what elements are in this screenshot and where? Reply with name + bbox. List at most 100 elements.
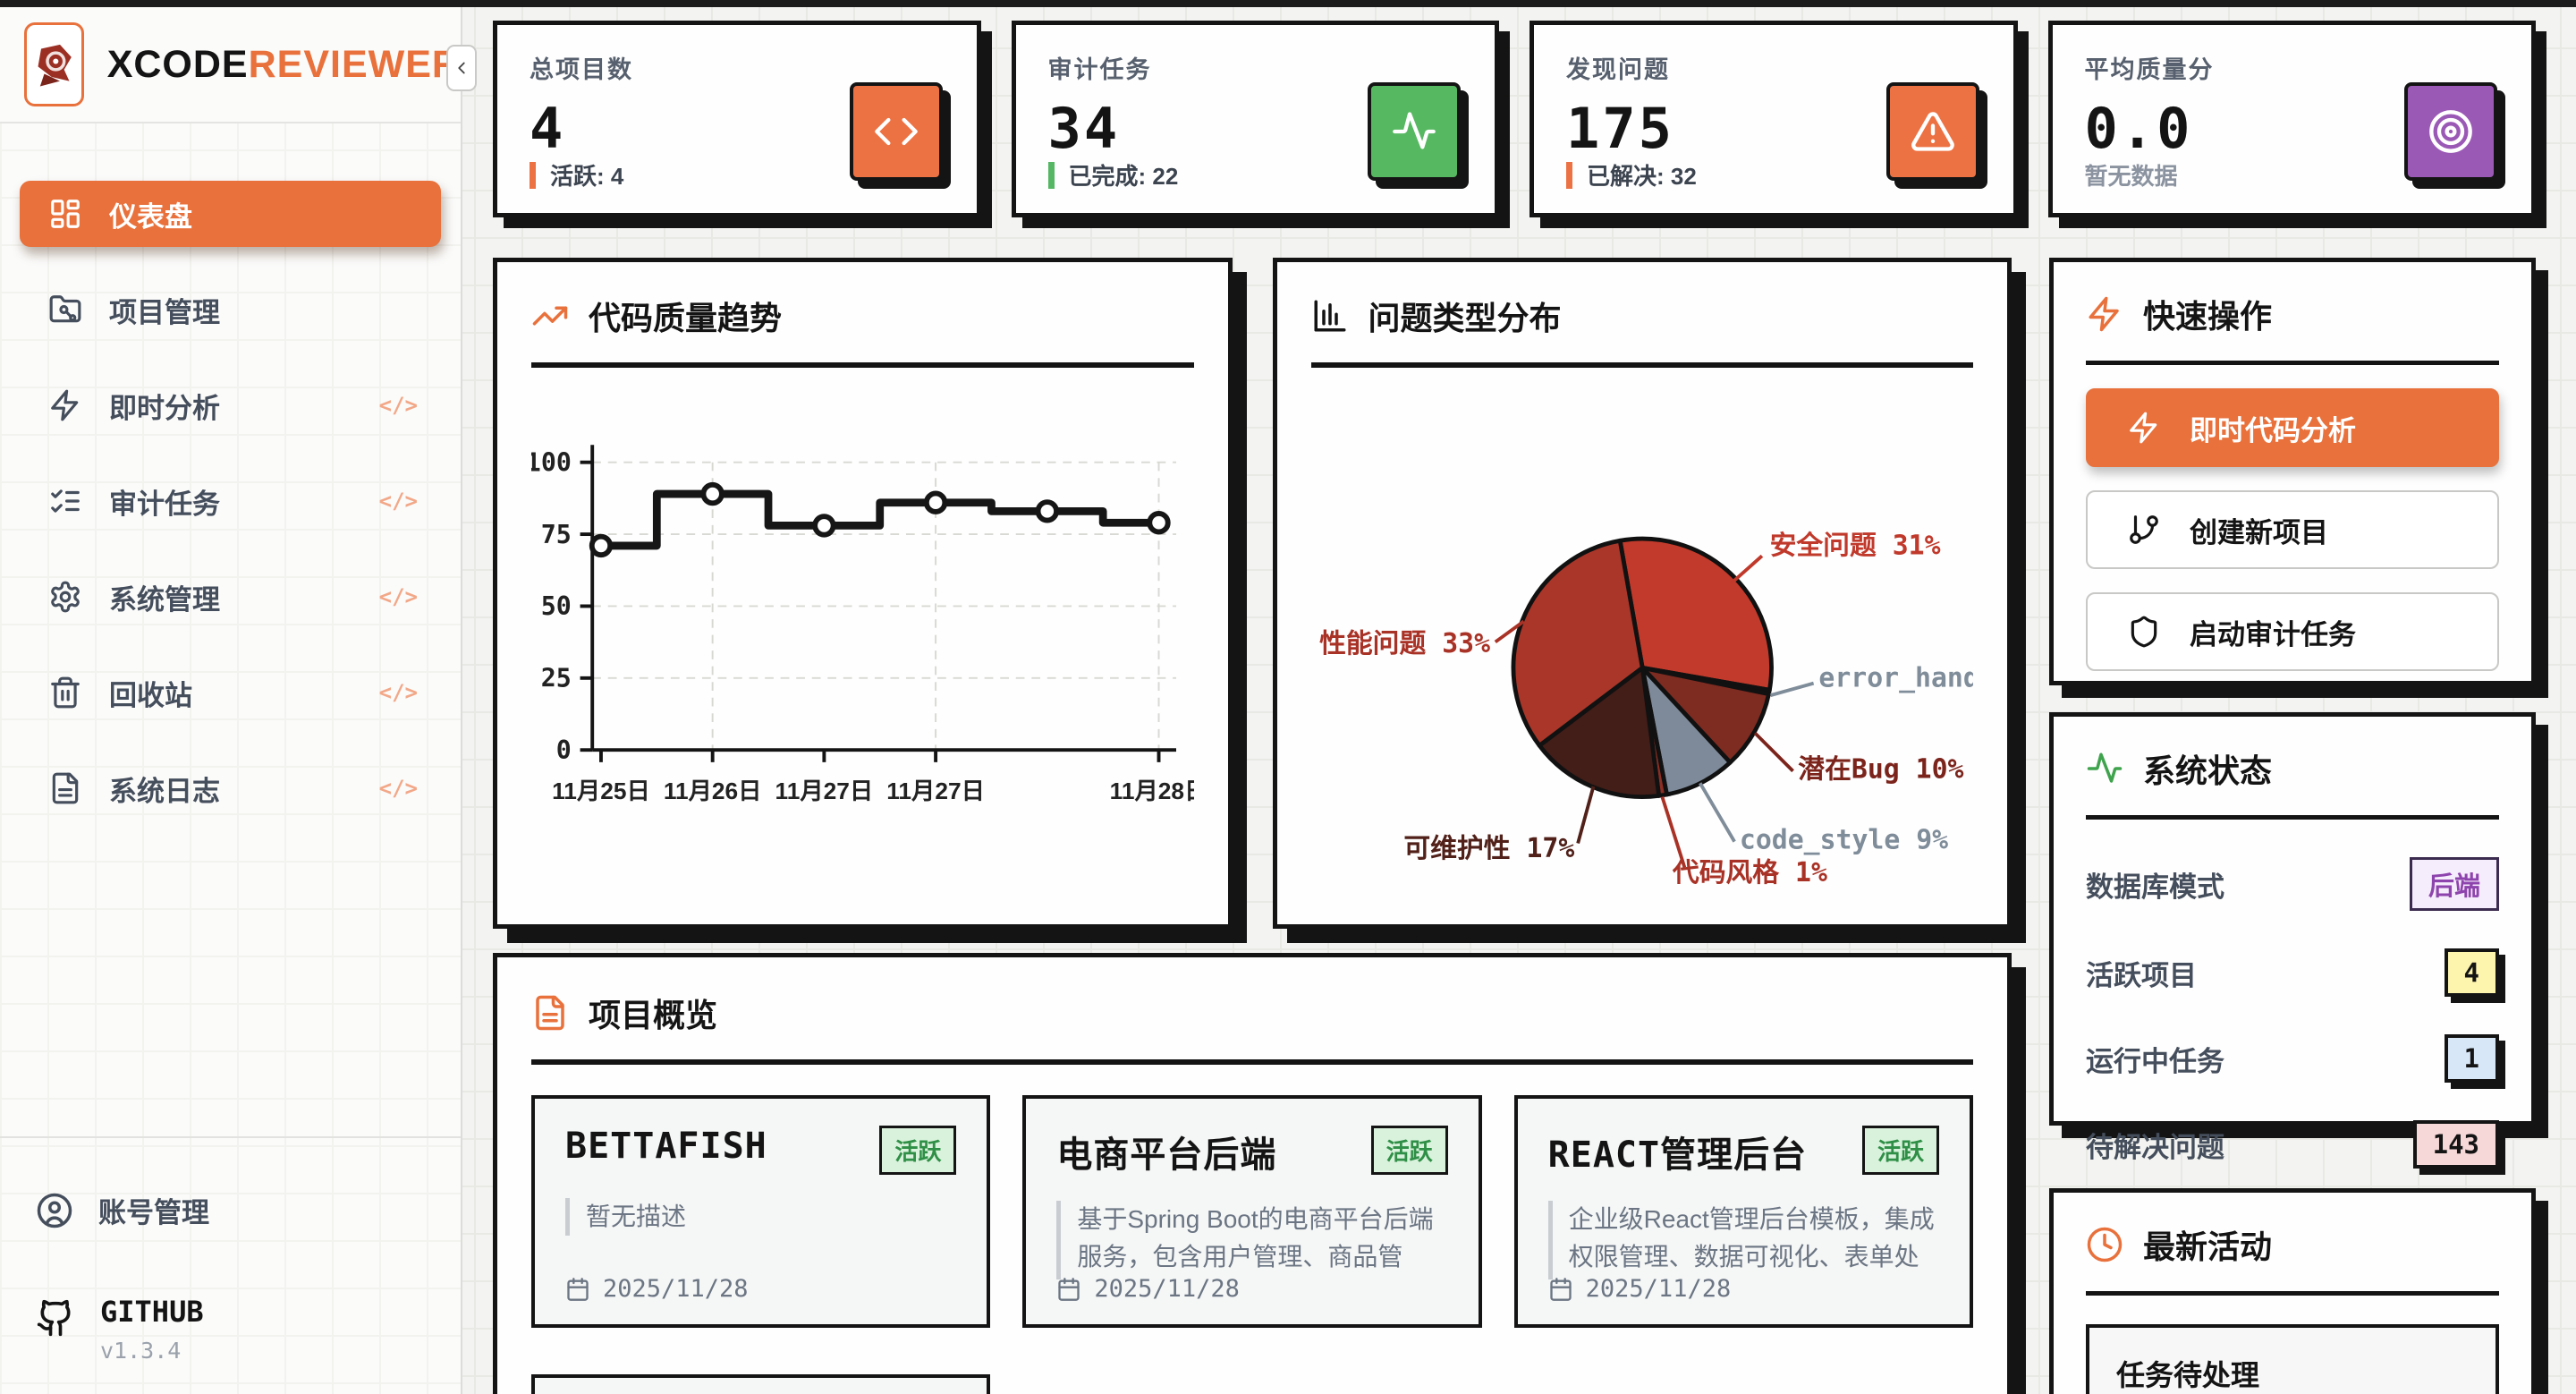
svg-text:11月25日: 11月25日	[552, 778, 650, 804]
project-date-text: 2025/11/28	[603, 1275, 749, 1303]
stat-footer-text: 活跃: 4	[550, 163, 624, 190]
status-row-database-mode: 数据库模式 后端	[2086, 857, 2499, 911]
project-date: 2025/11/28	[565, 1275, 749, 1303]
issue-distribution-chart: 安全问题 31% error_handling 潜在Bug 10% code_styl…	[1319, 530, 1973, 888]
stat-footer: 已解决: 32	[1566, 158, 1697, 191]
title-rule	[531, 1059, 1973, 1065]
projects-grid: BETTAFISH 活跃 暂无描述 2025/11/28 电商平台后端	[531, 1095, 1973, 1328]
pulse-icon	[1393, 112, 1436, 149]
status-badge: 活跃	[1861, 1126, 1939, 1175]
sidebar-item-label: 系统管理	[109, 583, 220, 616]
svg-text:100: 100	[531, 447, 572, 477]
clock-icon	[2087, 1227, 2123, 1262]
right-column: 快速操作 即时代码分析 创建新项目 启动审计任务	[2049, 258, 2536, 1394]
project-date-text: 2025/11/28	[1094, 1275, 1240, 1303]
project-date: 2025/11/28	[1548, 1275, 1732, 1303]
quality-trend-card: 代码质量趋势 0 25 50 75 100 11月25日 11月26日 11月27日 11月27…	[493, 258, 1233, 929]
left-column: 代码质量趋势 0 25 50 75 100 11月25日 11月26日 11月27日 11月27…	[493, 258, 2012, 1394]
recent-activity-panel: 最新活动 任务待处理 项目 "BettaFish"	[2049, 1188, 2536, 1394]
sidebar-item-audit-tasks[interactable]: 审计任务 </>	[20, 468, 441, 534]
status-row-active-projects: 活跃项目 4	[2086, 948, 2499, 997]
code-mark-decoration: </>	[378, 584, 418, 609]
account-label: 账号管理	[98, 1197, 209, 1228]
quality-trend-title: 代码质量趋势	[589, 300, 783, 336]
quality-trend-chart: 0 25 50 75 100 11月25日 11月26日 11月27日 11月27日 11月28日	[531, 445, 1194, 804]
project-description: 企业级React管理后台模板，集成权限管理、数据可视化、表单处理等功能	[1547, 1201, 1939, 1279]
sidebar-item-label: 审计任务	[109, 488, 220, 520]
sidebar-item-projects[interactable]: 项目管理	[20, 276, 441, 343]
stat-card-issues-found: 发现问题 175 已解决: 32	[1530, 21, 2018, 217]
github-icon	[37, 1299, 71, 1337]
footer-accent-bar	[1566, 161, 1572, 189]
sidebar-item-label: 回收站	[109, 679, 192, 711]
project-card-python-data[interactable]: PYTHON数据分析平台 活跃	[531, 1374, 991, 1394]
project-date-text: 2025/11/28	[1585, 1275, 1732, 1303]
system-status-panel: 系统状态 数据库模式 后端 活跃项目 4 运行中任务 1	[2049, 712, 2536, 1169]
sidebar-footer: 账号管理 GITHUB v1.3.4	[0, 1136, 461, 1364]
sidebar-item-system-admin[interactable]: 系统管理 </>	[20, 564, 441, 630]
svg-text:潜在Bug 10%: 潜在Bug 10%	[1798, 753, 1963, 785]
sidebar-item-label: 系统日志	[109, 775, 220, 807]
activity-icon	[2087, 752, 2123, 783]
app-logo	[24, 22, 84, 106]
title-rule	[531, 362, 1194, 368]
activity-item[interactable]: 任务待处理 项目 "BettaFish"	[2086, 1324, 2499, 1394]
stat-footer: 活跃: 4	[530, 158, 623, 191]
status-badge: 活跃	[1370, 1126, 1448, 1175]
calendar-icon	[567, 1277, 589, 1301]
stat-card-audit-tasks: 审计任务 34 已完成: 22	[1011, 21, 1499, 217]
sidebar-item-instant-analysis[interactable]: 即时分析 </>	[20, 372, 441, 438]
status-badge: 143	[2412, 1120, 2499, 1169]
project-card-head: REACT管理后台 活跃	[1548, 1126, 1939, 1177]
status-label: 运行中任务	[2086, 1045, 2224, 1077]
start-audit-task-button[interactable]: 启动审计任务	[2086, 592, 2499, 671]
sidebar-item-system-logs[interactable]: 系统日志 </>	[20, 755, 441, 821]
file-text-icon	[536, 995, 564, 1031]
stat-value: 175	[1566, 96, 1674, 161]
create-project-button[interactable]: 创建新项目	[2086, 490, 2499, 569]
instant-code-analysis-button[interactable]: 即时代码分析	[2086, 388, 2499, 467]
svg-text:可维护性 17%: 可维护性 17%	[1403, 833, 1574, 864]
project-name: BETTAFISH	[565, 1126, 767, 1167]
github-link[interactable]: GITHUB v1.3.4	[36, 1295, 461, 1364]
stat-footer-text: 暂无数据	[2084, 163, 2178, 190]
project-card-react-admin[interactable]: REACT管理后台 活跃 企业级React管理后台模板，集成权限管理、数据可视化…	[1513, 1095, 1973, 1328]
status-badge: 活跃	[879, 1126, 957, 1175]
stat-card-avg-quality: 平均质量分 0.0 暂无数据	[2047, 21, 2536, 217]
project-description: 基于Spring Boot的电商平台后端服务，包含用户管理、商品管理、订单处理…	[1056, 1201, 1447, 1279]
project-card-ecommerce-backend[interactable]: 电商平台后端 活跃 基于Spring Boot的电商平台后端服务，包含用户管理、…	[1022, 1095, 1482, 1328]
sidebar-item-dashboard[interactable]: 仪表盘	[20, 181, 441, 247]
calendar-icon	[1058, 1277, 1080, 1301]
sidebar-header: XCODEREVIEWER	[0, 7, 477, 123]
top-accent-bar	[0, 0, 2576, 7]
folder-git-icon	[49, 295, 81, 323]
gear-icon	[51, 581, 80, 613]
svg-text:0: 0	[556, 735, 572, 765]
account-management-item[interactable]: 账号管理	[36, 1190, 461, 1230]
main-content: 总项目数 4 活跃: 4 审计任务 34 已完成: 22 发现问题 175 已解…	[462, 7, 2576, 1394]
sidebar-item-recycle-bin[interactable]: 回收站 </>	[20, 659, 441, 726]
svg-text:code_style 9%: code_style 9%	[1739, 824, 1947, 855]
status-badge: 1	[2444, 1034, 2499, 1083]
sidebar-nav: 仪表盘 项目管理 即时分析 </> 审计任务 </> 系统管理 </>	[0, 123, 461, 821]
sidebar-collapse-button[interactable]	[446, 45, 477, 91]
stat-icon-box	[849, 82, 943, 181]
stat-icon-box	[2404, 82, 2497, 181]
svg-text:性能问题 33%: 性能问题 33%	[1319, 628, 1490, 659]
project-card-bettafish[interactable]: BETTAFISH 活跃 暂无描述 2025/11/28	[531, 1095, 991, 1328]
project-name: REACT管理后台	[1547, 1135, 1808, 1176]
sidebar: XCODEREVIEWER 仪表盘 项目管理 即时分析 </> 审计任务	[0, 7, 477, 1394]
charts-row: 代码质量趋势 0 25 50 75 100 11月25日 11月26日 11月27日 11月27…	[493, 258, 2012, 929]
alert-triangle-icon	[1911, 112, 1954, 151]
title-rule	[1310, 362, 1973, 368]
stat-card-total-projects: 总项目数 4 活跃: 4	[493, 21, 981, 217]
stat-value: 0.0	[2084, 96, 2193, 161]
trash-icon	[51, 676, 80, 709]
svg-text:代码风格 1%: 代码风格 1%	[1671, 857, 1826, 888]
issue-distribution-header: 问题类型分布	[1311, 293, 1974, 339]
svg-text:11月28日: 11月28日	[1110, 778, 1194, 804]
target-icon	[2429, 110, 2472, 153]
status-label: 活跃项目	[2086, 959, 2197, 991]
project-card-head: BETTAFISH 活跃	[565, 1126, 957, 1175]
stat-title: 审计任务	[1047, 56, 1152, 83]
